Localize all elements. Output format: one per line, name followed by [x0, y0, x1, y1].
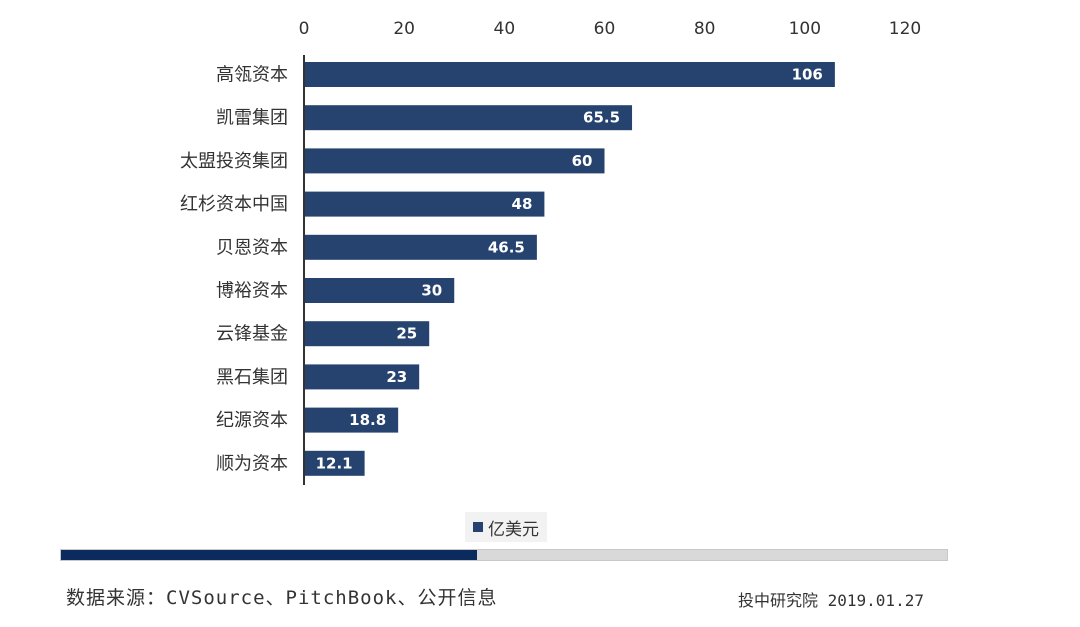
bar: [304, 321, 430, 347]
legend-swatch: [473, 522, 483, 532]
bar-value-label: 30: [421, 282, 442, 300]
category-label: 凯雷集团: [216, 108, 288, 129]
bar-value-label: 25: [396, 325, 417, 343]
category-label: 博裕资本: [216, 281, 288, 302]
bar: [304, 278, 455, 303]
bar-value-label: 12.1: [316, 454, 353, 472]
bar-value-label: 46.5: [488, 238, 525, 256]
category-label: 黑石集团: [216, 367, 288, 388]
data-source-note: 数据来源：CVSource、PitchBook、公开信息: [66, 587, 498, 609]
bar-value-labels: 106 65.5 60 48 46.5 30 25 23 18.8 12.1: [316, 66, 823, 473]
x-tick-label: 100: [789, 19, 821, 39]
x-tick-label: 20: [393, 19, 415, 39]
bar-value-label: 18.8: [349, 411, 386, 429]
bar-value-label: 60: [572, 152, 593, 170]
category-label: 纪源资本: [216, 410, 288, 431]
publisher-credit: 投中研究院 2019.01.27: [738, 591, 924, 610]
category-label: 贝恩资本: [216, 237, 288, 258]
bar-value-label: 23: [386, 368, 407, 386]
bar: [304, 105, 633, 131]
x-axis-ticks: 0 20 40 60 80 100 120: [299, 19, 922, 39]
category-label: 高瓴资本: [216, 65, 288, 86]
bar: [304, 450, 365, 476]
scrollbar-thumb[interactable]: [61, 550, 478, 560]
category-label: 红杉资本中国: [180, 194, 288, 215]
category-label: 云锋基金: [216, 324, 288, 345]
category-label: 太盟投资集团: [180, 151, 288, 172]
bar: [304, 148, 605, 174]
bar: [304, 234, 537, 260]
bar: [304, 62, 835, 87]
bar-value-label: 48: [512, 195, 533, 213]
legend-label: 亿美元: [488, 519, 539, 540]
scrollbar-track[interactable]: [60, 549, 948, 561]
x-tick-label: 120: [889, 19, 921, 39]
bar: [304, 407, 399, 433]
bars: [304, 62, 835, 476]
x-tick-label: 40: [494, 19, 516, 39]
bar-chart: 0 20 40 60 80 100 120 106 65.5 60 48 46.5 30 25 23 18.…: [180, 19, 922, 485]
legend: 亿美元: [465, 512, 547, 542]
x-tick-label: 60: [594, 19, 616, 39]
bar-value-label: 65.5: [583, 109, 620, 127]
category-label: 顺为资本: [216, 453, 288, 474]
x-tick-label: 0: [299, 19, 310, 39]
bar: [304, 364, 420, 390]
bar: [304, 191, 545, 217]
category-labels: 高瓴资本凯雷集团太盟投资集团红杉资本中国贝恩资本博裕资本云锋基金黑石集团纪源资本…: [180, 65, 288, 475]
bar-value-label: 106: [792, 66, 823, 84]
x-tick-label: 80: [694, 19, 716, 39]
